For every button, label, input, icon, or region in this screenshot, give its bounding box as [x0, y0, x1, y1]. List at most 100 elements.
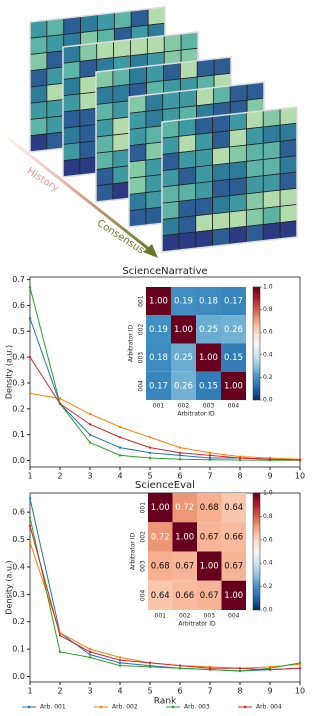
colorbar-tick-label: 1.0 [263, 490, 273, 497]
legend-label: Arb. 002 [112, 704, 138, 711]
heatmap-cell [221, 315, 246, 344]
y-tick-label: 0.1 [12, 430, 25, 439]
heatmap-y-label: 003 [140, 560, 147, 572]
grid-cell [161, 184, 180, 204]
x-tick-label: 1 [27, 472, 32, 481]
grid-cell [128, 94, 147, 114]
point [28, 541, 32, 544]
grid-cell [112, 181, 131, 201]
grid-cell [279, 220, 298, 240]
heatmap-cell [221, 343, 246, 372]
heatmap-cell [221, 522, 246, 552]
heatmap-cell [172, 522, 197, 552]
point [118, 446, 122, 449]
grid-cell [96, 40, 115, 60]
grid-cell [212, 195, 230, 215]
point [178, 458, 182, 461]
grid-cell [97, 12, 115, 32]
y-tick-label: 0.0 [12, 672, 25, 681]
grid-cell [245, 191, 264, 211]
heatmap-x-title: Arbitrator ID [177, 411, 215, 418]
heatmap-cell [221, 287, 246, 316]
grid-cell [95, 150, 114, 170]
y-axis-label: Density (a.u.) [5, 560, 14, 614]
grid-cell [229, 144, 247, 164]
grid-cell [62, 125, 81, 145]
grid-cell [79, 124, 98, 144]
cell-label: 1.00 [149, 297, 168, 307]
x-tick-label: 7 [207, 472, 212, 481]
grid-cell [180, 31, 199, 51]
grid-cell [95, 102, 114, 122]
colorbar [252, 286, 261, 401]
x-tick-label: 2 [57, 472, 62, 481]
grid-cell [245, 110, 264, 130]
x-tick-label: 8 [237, 687, 242, 696]
grid-cell [178, 117, 197, 137]
x-tick-label: 10 [295, 687, 305, 696]
grid-cell [161, 200, 180, 220]
cell-label: 1.00 [199, 353, 218, 363]
point [178, 446, 182, 449]
grid-cell [46, 99, 65, 119]
x-tick-label: 3 [87, 472, 92, 481]
grid-cell [195, 132, 214, 152]
grid-cell [279, 187, 298, 207]
grid-cell [79, 156, 98, 176]
point [178, 454, 182, 457]
point [88, 656, 92, 659]
grid-cell [145, 125, 164, 145]
grid-cell [262, 157, 281, 177]
grid-cell [178, 231, 197, 251]
point [208, 454, 212, 457]
point [238, 669, 242, 673]
legend-marker [27, 705, 31, 709]
point [28, 524, 32, 528]
x-tick-label: 4 [117, 687, 122, 696]
grid-cell [245, 159, 264, 179]
grid-cell [79, 140, 98, 160]
point [298, 667, 302, 670]
cell-label: 0.18 [149, 353, 168, 363]
grid-cell [147, 6, 166, 26]
grid-cell [245, 126, 264, 146]
heatmap-cell [172, 551, 197, 581]
series-line [29, 287, 300, 461]
grid-cell [161, 119, 180, 139]
colorbar-tick-label: 0.6 [263, 536, 273, 543]
grid-cell [29, 52, 48, 72]
point [88, 423, 92, 426]
heatmap-y-label: 004 [138, 380, 145, 392]
grid-cell [245, 175, 264, 195]
grid-cell [195, 164, 214, 184]
point [28, 516, 32, 519]
grid-cell [262, 205, 281, 225]
plot-frame [29, 276, 301, 468]
grid-cell [279, 204, 298, 224]
y-axis-label: Density (a.u.) [5, 345, 14, 399]
grid-cell [46, 50, 65, 70]
grid-cell [245, 207, 264, 227]
grid-cell [62, 44, 81, 64]
history-label: History [25, 166, 61, 195]
cell-label: 1.00 [224, 591, 243, 601]
grid-cell [279, 122, 298, 142]
heatmap-x-label: 004 [228, 403, 240, 410]
heatmap-y-label: 003 [138, 352, 145, 364]
grid-cell [229, 112, 247, 132]
grid-cell [178, 182, 197, 202]
heatmap-x-label: 003 [203, 403, 215, 410]
grid-cell [195, 148, 214, 168]
grid-cell [145, 190, 164, 210]
x-tick-label: 1 [27, 687, 32, 696]
heatmap-cell [196, 343, 221, 372]
grid-cell [279, 106, 298, 126]
colorbar-tick-label: 0.0 [263, 397, 273, 404]
grid-cell [246, 81, 265, 101]
point [88, 412, 92, 416]
grid-cell [195, 115, 214, 135]
grid-cell [262, 189, 281, 209]
grid-cell [229, 225, 247, 245]
x-tick-label: 5 [147, 472, 152, 481]
cell-label: 0.26 [224, 325, 243, 335]
